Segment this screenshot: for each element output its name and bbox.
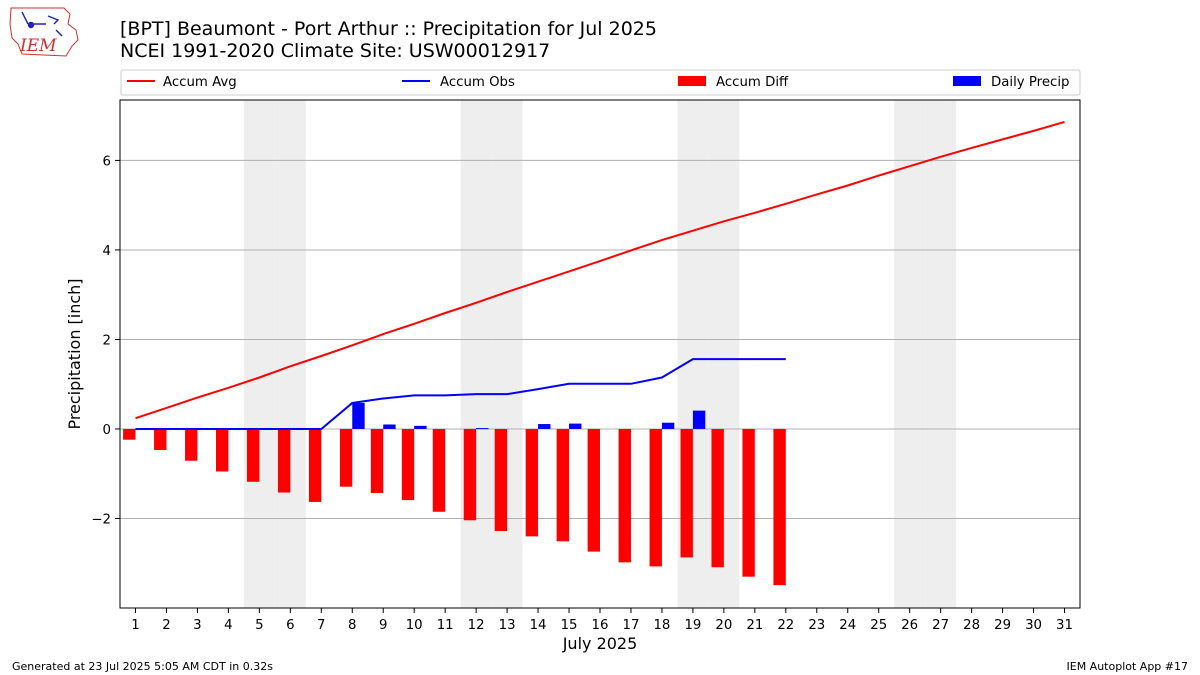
accum-diff-bar (154, 428, 167, 451)
x-tick-label: 27 (932, 618, 949, 633)
x-tick-label: 7 (317, 618, 325, 633)
legend-label-accum-avg: Accum Avg (163, 75, 237, 90)
accum-diff-bar (277, 428, 291, 493)
x-tick-label: 25 (870, 618, 887, 633)
weekend-band (274, 100, 306, 608)
x-tick-label: 30 (1025, 618, 1042, 633)
x-tick-label: 3 (193, 618, 201, 633)
x-tick-label: 20 (715, 618, 732, 633)
y-axis-label: Precipitation [inch] (65, 278, 84, 429)
x-tick-label: 16 (592, 618, 609, 633)
x-tick-label: 10 (406, 618, 423, 633)
weekend-band (925, 100, 957, 608)
y-tick-label: 6 (103, 154, 111, 169)
accum-diff-bar (123, 428, 136, 440)
x-tick-label: 23 (808, 618, 825, 633)
accum-diff-bar (339, 428, 353, 487)
lines (135, 120, 1065, 430)
bars (123, 403, 786, 586)
y-axis-ticks: −2 0 2 4 6 (91, 154, 120, 527)
x-tick-label: 14 (530, 618, 547, 633)
x-tick-label: 19 (684, 618, 701, 633)
accum-diff-bar (711, 428, 724, 568)
accum-obs-line (135, 358, 786, 430)
x-tick-label: 2 (162, 618, 170, 633)
legend: Accum Avg Accum Obs Accum Diff Daily Pre… (120, 69, 1081, 96)
accum-diff-bar (308, 428, 322, 502)
x-axis-ticks: 1 2 3 4 5 6 7 8 9 10 11 12 13 14 15 16 17 18 19 20 21 22 23 24 2… (131, 608, 1073, 633)
x-tick-label: 6 (286, 618, 294, 633)
x-tick-label: 31 (1056, 618, 1073, 633)
x-tick-label: 1 (131, 618, 139, 633)
x-tick-label: 24 (839, 618, 856, 633)
x-tick-label: 18 (653, 618, 670, 633)
daily-precip-bar (692, 410, 706, 429)
accum-diff-bar (525, 428, 539, 537)
accum-diff-bar (494, 428, 508, 532)
footer-generated: Generated at 23 Jul 2025 5:05 AM CDT in … (12, 660, 273, 673)
accum-diff-bar (370, 428, 384, 493)
x-tick-label: 11 (437, 618, 454, 633)
x-tick-label: 9 (379, 618, 387, 633)
iowa-outline-icon (9, 7, 79, 57)
y-tick-label: 2 (103, 333, 111, 348)
accum-diff-bar (216, 428, 229, 472)
accum-diff-bar (185, 428, 198, 461)
legend-label-accum-diff: Accum Diff (716, 75, 789, 90)
daily-precip-bar (414, 425, 427, 429)
legend-box (120, 69, 1081, 96)
accum-diff-bar (742, 428, 755, 577)
y-tick-label: −2 (91, 512, 111, 527)
daily-precip-bar (352, 403, 365, 429)
y-tick-label: 4 (103, 244, 111, 259)
iem-logo: IEM (9, 7, 79, 57)
x-tick-label: 26 (901, 618, 918, 633)
legend-label-accum-obs: Accum Obs (440, 75, 515, 90)
x-tick-label: 12 (468, 618, 485, 633)
legend-swatch-accum-diff (678, 76, 706, 86)
chart-subtitle: NCEI 1991-2020 Climate Site: USW00012917 (120, 40, 550, 62)
accum-diff-bar (680, 428, 693, 558)
weather-station-icon (21, 11, 63, 37)
accum-diff-bar (556, 428, 570, 542)
weekend-band (894, 100, 926, 608)
accum-avg-line (135, 120, 1065, 420)
weekend-band (460, 100, 492, 608)
daily-precip-bar (661, 422, 675, 429)
x-tick-label: 5 (255, 618, 263, 633)
daily-precip-bar (476, 428, 489, 430)
footer-app: IEM Autoplot App #17 (1067, 660, 1189, 673)
x-tick-label: 21 (746, 618, 763, 633)
x-tick-label: 28 (963, 618, 980, 633)
daily-precip-bar (569, 423, 582, 429)
x-axis-label: July 2025 (562, 634, 638, 653)
weekend-band (491, 100, 523, 608)
legend-swatch-daily-precip (953, 76, 981, 86)
daily-precip-bar (383, 424, 396, 429)
accum-diff-bar (618, 428, 631, 563)
x-tick-label: 13 (499, 618, 516, 633)
accum-diff-bar (246, 428, 260, 482)
accum-diff-bar (432, 428, 446, 512)
accum-diff-bar (587, 428, 600, 552)
accum-diff-bar (463, 428, 477, 521)
legend-label-daily-precip: Daily Precip (991, 75, 1069, 90)
chart-title: [BPT] Beaumont - Port Arthur :: Precipit… (120, 18, 657, 40)
x-tick-label: 15 (561, 618, 578, 633)
weekend-band (243, 100, 275, 608)
x-tick-label: 29 (994, 618, 1011, 633)
accum-diff-bar (401, 428, 415, 501)
y-tick-label: 0 (103, 423, 111, 438)
daily-precip-bar (538, 424, 551, 429)
x-tick-label: 17 (623, 618, 640, 633)
x-tick-label: 4 (224, 618, 232, 633)
accum-diff-bar (773, 428, 786, 586)
accum-diff-bar (649, 428, 662, 567)
logo-text: IEM (19, 36, 57, 56)
x-tick-label: 22 (777, 618, 794, 633)
x-tick-label: 8 (348, 618, 356, 633)
